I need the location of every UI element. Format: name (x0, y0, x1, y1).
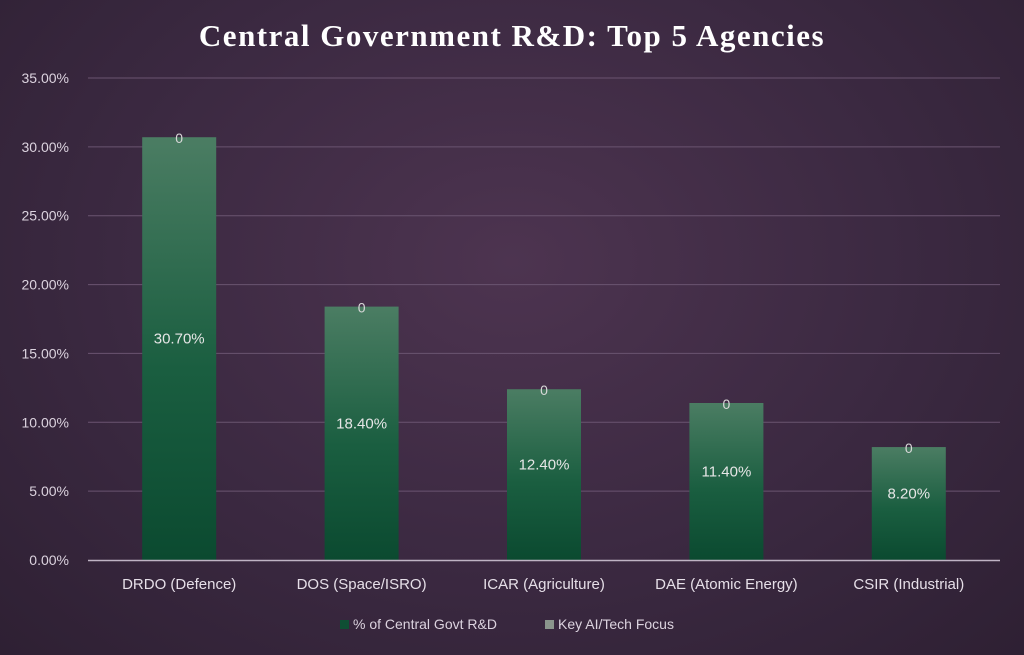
y-tick-label: 35.00% (22, 70, 69, 86)
x-tick-label: ICAR (Agriculture) (483, 576, 605, 593)
y-tick-label: 20.00% (22, 277, 69, 293)
legend-label: % of Central Govt R&D (353, 616, 497, 632)
data-label-secondary: 0 (175, 130, 183, 146)
y-tick-label: 10.00% (22, 414, 69, 430)
bar-2 (324, 306, 399, 560)
y-tick-label: 30.00% (22, 139, 69, 155)
bar-3 (507, 389, 581, 560)
data-label: 18.40% (336, 415, 387, 432)
data-label: 12.40% (519, 457, 570, 474)
bars: 30.70% 0 18.40% 0 12.40% 0 11.40% 0 8.20% 0 (142, 130, 946, 560)
bar-1 (142, 137, 217, 560)
data-label-secondary: 0 (358, 300, 366, 316)
bar-4 (689, 403, 764, 560)
x-tick-label: DRDO (Defence) (122, 576, 236, 593)
y-tick-label: 5.00% (29, 483, 69, 499)
data-label: 30.70% (154, 331, 205, 348)
x-tick-label: DAE (Atomic Energy) (655, 576, 798, 593)
legend-swatch (545, 620, 554, 629)
bar-5 (871, 447, 946, 560)
x-tick-label: CSIR (Industrial) (853, 576, 964, 593)
legend: % of Central Govt R&D Key AI/Tech Focus (340, 616, 674, 632)
x-tick-label: DOS (Space/ISRO) (297, 576, 427, 593)
data-label-secondary: 0 (905, 440, 913, 456)
data-label-secondary: 0 (723, 396, 731, 412)
legend-swatch (340, 620, 349, 629)
y-tick-label: 15.00% (22, 345, 69, 361)
y-tick-label: 25.00% (22, 208, 69, 224)
data-label-secondary: 0 (540, 382, 548, 398)
data-label: 8.20% (888, 486, 931, 503)
data-label: 11.40% (702, 464, 752, 481)
x-axis: DRDO (Defence) DOS (Space/ISRO) ICAR (Agri… (88, 559, 1000, 593)
legend-label: Key AI/Tech Focus (558, 616, 674, 632)
chart-title: Central Government R&D: Top 5 Agencies (199, 18, 825, 53)
y-axis: 0.00% 5.00% 10.00% 15.00% 20.00% 25.00% 30.00%… (22, 70, 69, 568)
gridlines (88, 77, 1000, 492)
y-tick-label: 0.00% (29, 552, 69, 568)
